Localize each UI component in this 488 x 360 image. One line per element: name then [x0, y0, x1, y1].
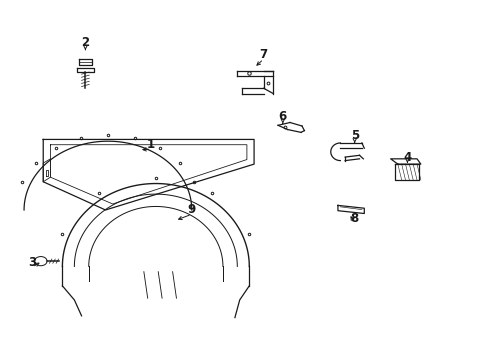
Text: 9: 9 [187, 203, 196, 216]
Text: 8: 8 [350, 212, 358, 225]
Text: 7: 7 [259, 48, 267, 61]
Text: 2: 2 [81, 36, 89, 49]
Text: 4: 4 [403, 150, 411, 163]
Text: 3: 3 [28, 256, 36, 269]
Text: 6: 6 [278, 110, 286, 123]
Text: 5: 5 [350, 129, 358, 143]
Text: 1: 1 [147, 138, 155, 151]
